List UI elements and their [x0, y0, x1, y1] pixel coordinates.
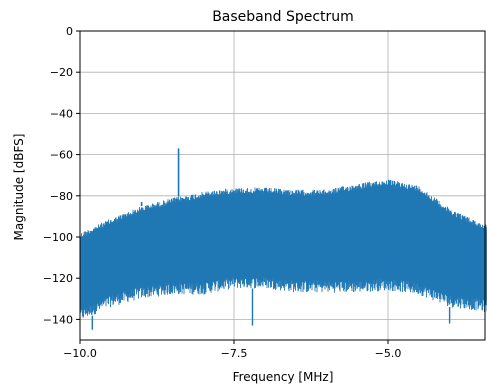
y-tick-label: 0: [66, 25, 73, 38]
x-axis-label: Frequency [MHz]: [233, 370, 334, 384]
y-axis-ticks: 0 −20 −40 −60 −80 −100 −120 −140: [43, 25, 80, 326]
x-tick-label: −5.0: [375, 347, 402, 360]
y-tick-label: −100: [43, 231, 73, 244]
x-axis-ticks: −10.0−7.5−5.0−2.50.02.55.07.5: [63, 340, 402, 360]
y-tick-label: −20: [50, 66, 73, 79]
spectrum-trace: [79, 148, 487, 330]
y-tick-label: −60: [50, 149, 73, 162]
x-tick-label: −7.5: [221, 347, 248, 360]
y-tick-label: −140: [43, 313, 73, 326]
y-tick-label: −40: [50, 107, 73, 120]
y-tick-label: −120: [43, 272, 73, 285]
chart-title: Baseband Spectrum: [212, 9, 354, 25]
y-tick-label: −80: [50, 190, 73, 203]
x-tick-label: −10.0: [63, 347, 97, 360]
axes-frame: [79, 30, 486, 341]
y-axis-label: Magnitude [dBFS]: [12, 134, 26, 241]
